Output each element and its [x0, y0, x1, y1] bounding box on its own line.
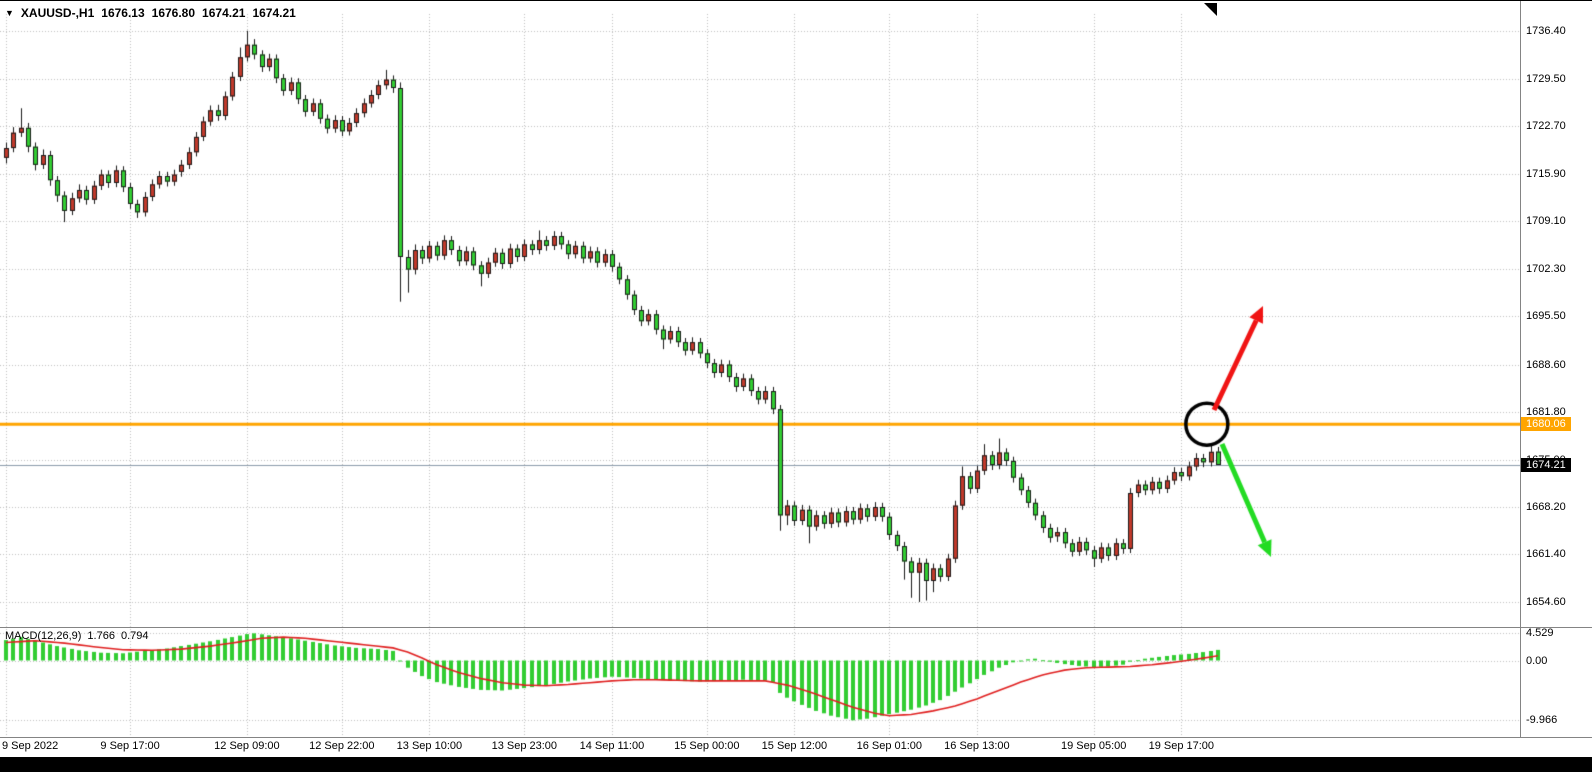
price-scale-separator — [1520, 1, 1521, 737]
price-axis-label: 1688.60 — [1526, 358, 1566, 371]
price-axis-label: 1715.90 — [1526, 167, 1566, 180]
price-axis-label: 1681.80 — [1526, 406, 1566, 419]
time-axis-label: 16 Sep 01:00 — [856, 740, 923, 752]
time-axis-label: 13 Sep 23:00 — [491, 740, 558, 752]
indicator-panel-separator[interactable] — [0, 627, 1592, 628]
time-axis-separator — [0, 737, 1592, 738]
time-axis-label: 9 Sep 2022 — [2, 740, 59, 752]
macd-axis-label: 4.529 — [1526, 627, 1554, 640]
price-chart-canvas[interactable] — [0, 0, 1520, 752]
time-axis-label: 12 Sep 09:00 — [214, 740, 280, 752]
bid-price-badge: 1674.21 — [1521, 458, 1571, 473]
price-axis-label: 1709.10 — [1526, 215, 1566, 228]
macd-main-value: 1.766 — [87, 630, 115, 642]
time-axis-label: 15 Sep 00:00 — [674, 740, 740, 752]
price-axis-label: 1702.30 — [1526, 262, 1566, 275]
time-axis-label: 14 Sep 11:00 — [579, 740, 645, 752]
macd-name-label: MACD(12,26,9) — [5, 630, 82, 642]
hline-price-badge[interactable]: 1680.06 — [1521, 417, 1571, 432]
macd-axis-label: -9.966 — [1526, 714, 1558, 727]
chart-shift-marker-icon[interactable] — [1204, 3, 1217, 16]
time-axis-label: 19 Sep 17:00 — [1148, 740, 1215, 752]
open-value: 1676.13 — [101, 6, 145, 20]
price-axis-label: 1668.20 — [1526, 500, 1566, 513]
macd-axis-label: 0.00 — [1526, 654, 1548, 667]
price-axis-label: 1736.40 — [1526, 24, 1566, 37]
symbol-ohlc-line: ▼ XAUUSD-,H1 1676.13 1676.80 1674.21 167… — [5, 6, 296, 20]
bottom-bar — [0, 757, 1592, 772]
symbol-timeframe-label: XAUUSD-,H1 — [20, 6, 95, 20]
close-value: 1674.21 — [252, 6, 296, 20]
one-click-trading-icon[interactable]: ▼ — [5, 8, 14, 18]
time-axis-label: 13 Sep 10:00 — [396, 740, 463, 752]
low-value: 1674.21 — [202, 6, 246, 20]
time-axis-label: 16 Sep 13:00 — [944, 740, 1010, 752]
time-axis-label: 15 Sep 12:00 — [761, 740, 828, 752]
time-axis-label: 19 Sep 05:00 — [1060, 740, 1127, 752]
macd-signal-value: 0.794 — [120, 630, 149, 642]
high-value: 1676.80 — [151, 6, 196, 20]
price-axis-label: 1695.50 — [1526, 310, 1566, 323]
time-axis-label: 9 Sep 17:00 — [100, 740, 160, 752]
macd-info-line: MACD(12,26,9) 1.766 0.794 — [5, 630, 148, 642]
price-axis-label: 1722.70 — [1526, 120, 1566, 133]
window-top-border — [0, 0, 1592, 1]
price-axis-label: 1729.50 — [1526, 72, 1566, 85]
time-axis-label: 12 Sep 22:00 — [309, 740, 375, 752]
price-axis-label: 1661.40 — [1526, 548, 1566, 561]
price-axis-label: 1654.60 — [1526, 595, 1566, 608]
